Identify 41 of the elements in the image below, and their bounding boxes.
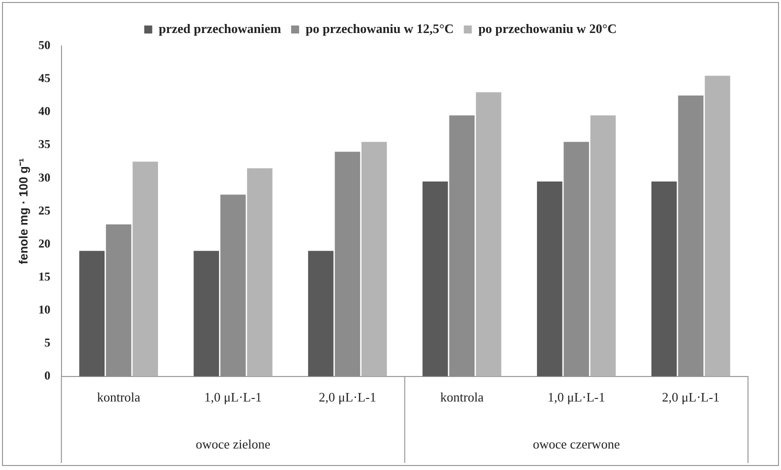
x-tick-label: 2,0 μL·L-1 [318,390,376,405]
legend-label: po przechowaniu w 20°C [478,20,617,36]
x-tick-label: kontrola [96,390,141,405]
bar [220,194,246,376]
text: owoce zielone [196,436,271,452]
x-tick-label: kontrola [440,390,484,405]
bar [79,250,105,376]
bar [194,250,220,376]
bar [334,152,360,376]
bar [247,168,272,376]
legend-label: przed przechowaniem [158,20,282,36]
y-tick-label: 25 [38,203,50,218]
y-tick-label: 50 [38,38,50,52]
y-tick-label: 45 [38,71,50,86]
bar [106,224,132,376]
bar [362,142,387,376]
bar [308,250,334,376]
y-tick-label: 40 [38,104,50,118]
y-tick-label: 10 [38,302,50,316]
y-tick-label: 5 [44,335,50,350]
bar [590,115,616,376]
legend-label: po przechowaniu w 12,5°C [306,20,454,36]
bar [564,142,590,376]
y-tick-label: 15 [38,269,50,284]
x-tick-label: 1,0 μL·L-1 [548,390,606,405]
bar [132,162,158,376]
bar [536,181,562,376]
bar [678,96,704,376]
y-tick-label: 30 [38,170,50,184]
bar [422,181,448,376]
bar [651,181,677,376]
bar [476,92,502,376]
x-tick-label: 1,0 μL·L-1 [204,390,262,405]
bar [704,76,730,376]
text: owoce czerwone [532,436,620,452]
y-tick-label: 35 [38,137,50,152]
y-axis-title: fenole mg · 100 g⁻¹ [16,158,31,264]
y-tick-label: 20 [38,236,50,250]
x-tick-label: 2,0 μL·L-1 [662,390,720,405]
bar [449,115,475,376]
y-tick-label: 0 [44,368,50,382]
